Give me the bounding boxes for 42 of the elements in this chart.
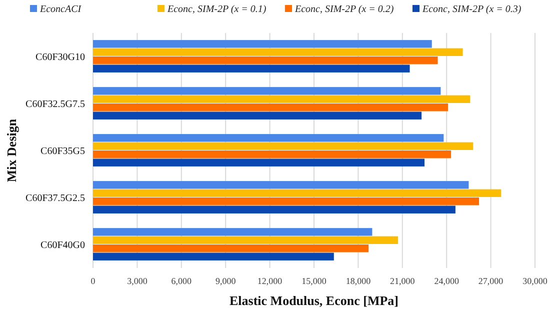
bar [93,104,448,112]
y-tick-label: C60F35G5 [40,146,85,157]
bar [93,228,372,236]
bar [93,198,480,206]
bar [93,48,463,56]
legend-label: Econc, SIM-2P (x = 0.2) [294,4,394,15]
bar [93,236,398,244]
y-tick-label: C60F30G10 [36,52,85,63]
x-tick-label: 18,000 [346,276,372,286]
x-tick-label: 30,000 [522,276,548,286]
x-tick-label: 3,000 [127,276,148,286]
bar [93,40,432,48]
x-tick-label: 21,000 [390,276,416,286]
bar [93,95,470,103]
bar [93,112,422,120]
x-tick-label: 27,000 [478,276,504,286]
y-tick-label: C60F32.5G7.5 [26,99,85,110]
legend-label: EconcACI [39,4,82,15]
x-tick-label: 9,000 [215,276,236,286]
x-tick-label: 6,000 [171,276,192,286]
bar [93,181,469,189]
bar [93,158,424,166]
bar [93,142,474,150]
bar [93,189,502,197]
y-tick-label: C60F40G0 [40,240,85,251]
legend-label: Econc, SIM-2P (x = 0.1) [166,4,267,15]
bar [93,206,456,214]
x-axis-title: Elastic Modulus, Econc [MPa] [230,293,398,308]
bar [93,56,438,64]
bar [93,252,334,260]
bar [93,244,369,252]
x-tick-label: 12,000 [257,276,283,286]
y-tick-label: C60F37.5G2.5 [26,193,85,204]
bar [93,150,452,158]
x-tick-label: 0 [90,276,96,286]
legend-label: Econc, SIM-2P (x = 0.3) [422,4,522,15]
x-tick-label: 24,000 [434,276,460,286]
bar [93,64,410,72]
bar [93,87,441,95]
x-tick-label: 15,000 [302,276,327,286]
bar [93,134,444,142]
y-axis-title: Mix Design [4,118,19,182]
